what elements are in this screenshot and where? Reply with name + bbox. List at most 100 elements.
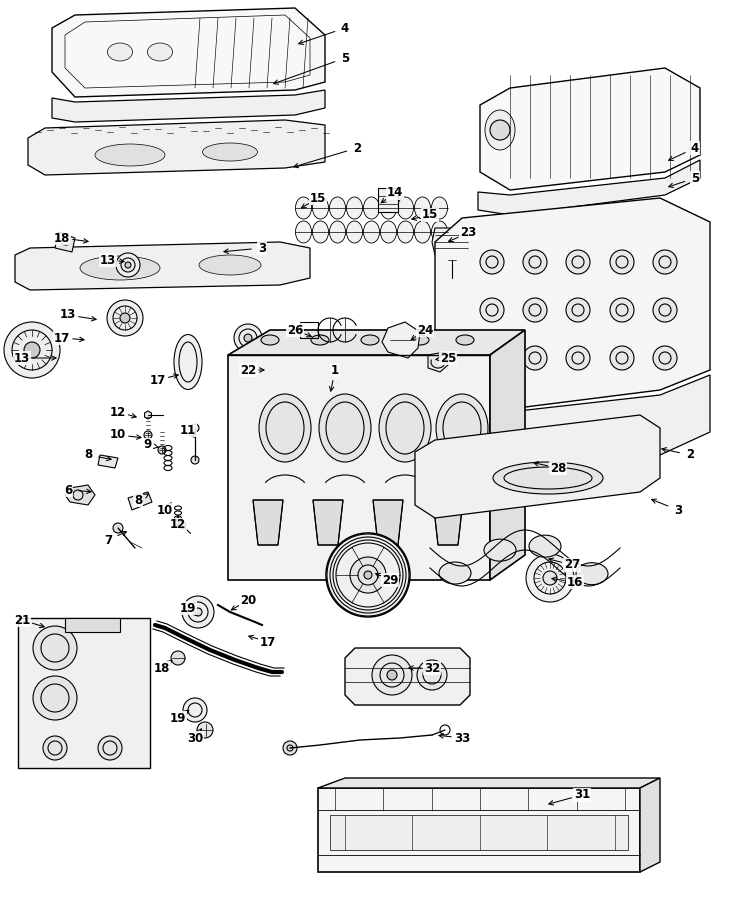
Circle shape (480, 250, 504, 274)
Polygon shape (52, 90, 325, 122)
Polygon shape (415, 375, 710, 478)
Circle shape (610, 346, 634, 370)
Text: 15: 15 (310, 192, 326, 204)
Circle shape (98, 736, 122, 760)
Ellipse shape (529, 536, 561, 557)
Text: 22: 22 (240, 364, 256, 376)
Text: 2: 2 (686, 448, 694, 462)
Ellipse shape (363, 221, 379, 243)
Circle shape (194, 608, 202, 616)
Circle shape (653, 298, 677, 322)
Polygon shape (313, 500, 343, 545)
Text: 16: 16 (567, 575, 583, 589)
Text: 12: 12 (110, 406, 126, 419)
Ellipse shape (107, 43, 132, 61)
Ellipse shape (346, 221, 362, 243)
Ellipse shape (436, 394, 488, 462)
Text: 8: 8 (84, 448, 92, 462)
Ellipse shape (398, 221, 414, 243)
Polygon shape (373, 500, 403, 545)
Circle shape (480, 298, 504, 322)
Ellipse shape (485, 110, 515, 150)
Text: 32: 32 (424, 662, 440, 674)
Circle shape (283, 741, 297, 755)
Circle shape (144, 431, 152, 439)
Ellipse shape (411, 335, 429, 345)
Ellipse shape (346, 197, 362, 219)
Ellipse shape (80, 256, 160, 280)
Ellipse shape (295, 221, 312, 243)
Text: 27: 27 (564, 559, 580, 572)
Text: 17: 17 (260, 635, 276, 649)
Circle shape (125, 262, 131, 268)
Text: 13: 13 (14, 352, 30, 365)
Text: 3: 3 (258, 241, 266, 255)
Ellipse shape (291, 364, 301, 380)
Text: 8: 8 (134, 493, 142, 507)
Text: 6: 6 (64, 483, 72, 497)
Circle shape (183, 698, 207, 722)
Text: 5: 5 (691, 172, 699, 184)
Circle shape (653, 346, 677, 370)
Ellipse shape (456, 335, 474, 345)
Polygon shape (382, 322, 420, 358)
Circle shape (523, 250, 547, 274)
Circle shape (610, 298, 634, 322)
Text: 17: 17 (54, 331, 70, 345)
Ellipse shape (361, 335, 379, 345)
Text: 10: 10 (110, 428, 126, 442)
Text: 28: 28 (550, 462, 566, 474)
Circle shape (197, 722, 213, 738)
Ellipse shape (319, 394, 371, 462)
Circle shape (33, 626, 77, 670)
Polygon shape (65, 485, 95, 505)
Circle shape (566, 298, 590, 322)
Circle shape (107, 300, 143, 336)
Text: 1: 1 (331, 364, 339, 376)
Text: 13: 13 (100, 254, 116, 266)
Ellipse shape (261, 335, 279, 345)
Text: 12: 12 (170, 518, 186, 532)
Polygon shape (378, 188, 398, 212)
Circle shape (653, 250, 677, 274)
Ellipse shape (259, 394, 311, 462)
Text: 5: 5 (341, 51, 349, 65)
Ellipse shape (329, 197, 345, 219)
Circle shape (113, 523, 123, 533)
Circle shape (191, 424, 199, 432)
Circle shape (350, 557, 386, 593)
Circle shape (4, 322, 60, 378)
Circle shape (610, 250, 634, 274)
Text: 24: 24 (417, 323, 433, 337)
Polygon shape (318, 778, 660, 788)
Ellipse shape (237, 356, 259, 368)
Ellipse shape (312, 221, 329, 243)
Circle shape (387, 670, 397, 680)
Ellipse shape (493, 462, 603, 494)
Ellipse shape (398, 197, 414, 219)
Polygon shape (640, 778, 660, 872)
Ellipse shape (148, 43, 173, 61)
Polygon shape (428, 352, 448, 372)
Text: 2: 2 (353, 141, 361, 155)
Circle shape (182, 596, 214, 628)
Text: 19: 19 (170, 712, 186, 724)
Polygon shape (179, 521, 185, 529)
Circle shape (543, 571, 557, 585)
Polygon shape (478, 160, 700, 215)
Text: 19: 19 (180, 601, 196, 615)
Ellipse shape (415, 197, 431, 219)
Text: 10: 10 (157, 503, 173, 517)
Circle shape (171, 651, 185, 665)
Circle shape (191, 456, 199, 464)
Polygon shape (435, 198, 710, 415)
Polygon shape (15, 242, 310, 290)
Ellipse shape (203, 143, 257, 161)
Circle shape (490, 120, 510, 140)
Polygon shape (318, 788, 640, 872)
Circle shape (447, 250, 457, 260)
Ellipse shape (311, 335, 329, 345)
Ellipse shape (576, 562, 608, 585)
Ellipse shape (295, 197, 312, 219)
Text: 18: 18 (154, 662, 171, 674)
